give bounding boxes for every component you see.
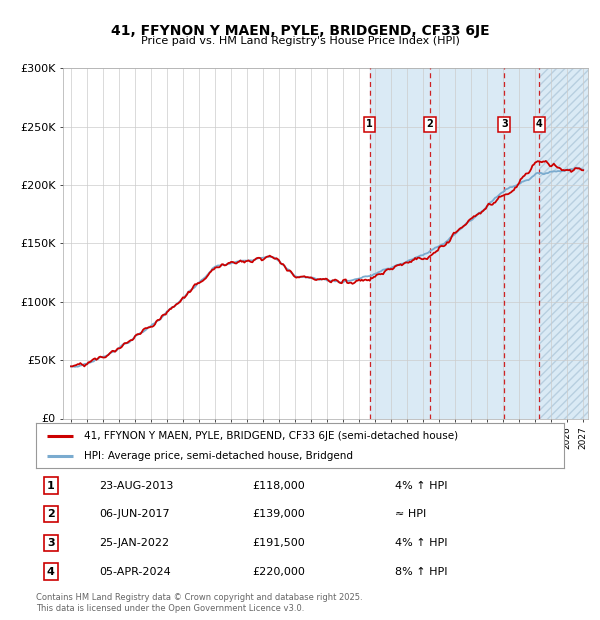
Text: 3: 3 [501, 119, 508, 129]
Text: 06-JUN-2017: 06-JUN-2017 [100, 509, 170, 519]
Text: 8% ↑ HPI: 8% ↑ HPI [395, 567, 448, 577]
Text: 3: 3 [47, 538, 55, 548]
Text: 4: 4 [536, 119, 543, 129]
Text: 1: 1 [47, 480, 55, 490]
Text: 2: 2 [47, 509, 55, 519]
Text: 2: 2 [427, 119, 433, 129]
Text: 4% ↑ HPI: 4% ↑ HPI [395, 480, 448, 490]
Bar [539, 68, 591, 418]
Text: 23-AUG-2013: 23-AUG-2013 [100, 480, 174, 490]
Text: 41, FFYNON Y MAEN, PYLE, BRIDGEND, CF33 6JE: 41, FFYNON Y MAEN, PYLE, BRIDGEND, CF33 … [110, 24, 490, 38]
Text: 41, FFYNON Y MAEN, PYLE, BRIDGEND, CF33 6JE (semi-detached house): 41, FFYNON Y MAEN, PYLE, BRIDGEND, CF33 … [83, 430, 458, 441]
Bar [539, 68, 591, 418]
Text: Price paid vs. HM Land Registry's House Price Index (HPI): Price paid vs. HM Land Registry's House … [140, 36, 460, 46]
Text: This data is licensed under the Open Government Licence v3.0.: This data is licensed under the Open Gov… [36, 604, 304, 613]
Text: 1: 1 [366, 119, 373, 129]
Text: 25-JAN-2022: 25-JAN-2022 [100, 538, 169, 548]
Text: £139,000: £139,000 [253, 509, 305, 519]
Text: £220,000: £220,000 [253, 567, 305, 577]
Text: £118,000: £118,000 [253, 480, 305, 490]
Text: 05-APR-2024: 05-APR-2024 [100, 567, 171, 577]
Text: HPI: Average price, semi-detached house, Bridgend: HPI: Average price, semi-detached house,… [83, 451, 353, 461]
Text: 4% ↑ HPI: 4% ↑ HPI [395, 538, 448, 548]
Text: 4: 4 [47, 567, 55, 577]
Text: £191,500: £191,500 [253, 538, 305, 548]
Text: Contains HM Land Registry data © Crown copyright and database right 2025.: Contains HM Land Registry data © Crown c… [36, 593, 362, 603]
Text: ≈ HPI: ≈ HPI [395, 509, 426, 519]
Bar [370, 68, 539, 418]
